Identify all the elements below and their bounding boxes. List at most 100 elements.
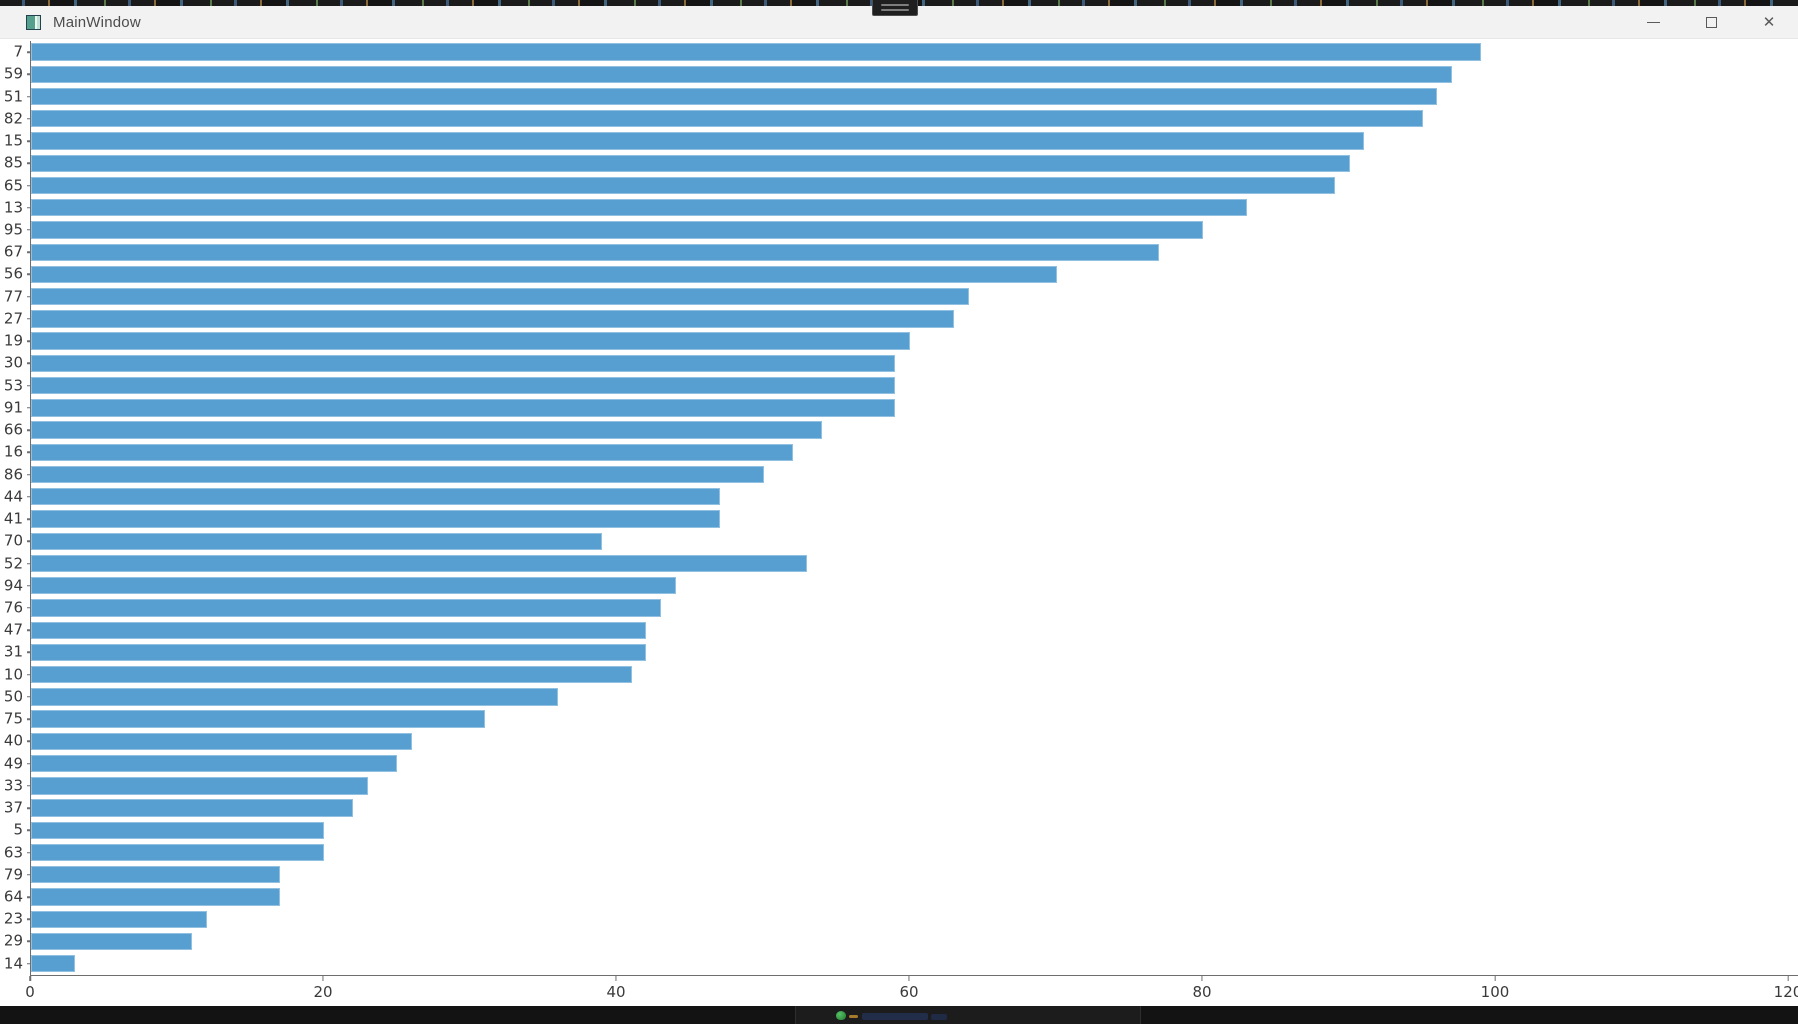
bottom-sliver-divider <box>795 1006 796 1024</box>
bar-row: 67 <box>4 241 1789 263</box>
y-tick-mark <box>26 718 31 720</box>
y-tick-mark <box>26 607 31 609</box>
y-tick-label: 15 <box>3 131 23 150</box>
bar <box>31 955 75 973</box>
bar-row: 10 <box>4 664 1789 686</box>
y-tick-label: 31 <box>3 642 23 661</box>
x-tick: 20 <box>313 976 333 1000</box>
bottom-sliver-segment <box>795 1006 1140 1024</box>
minimize-icon <box>1646 22 1660 23</box>
bar <box>31 43 1482 61</box>
maximize-button[interactable] <box>1682 6 1740 39</box>
y-tick-label: 50 <box>3 687 23 706</box>
maximize-icon <box>1705 17 1717 28</box>
bar <box>31 554 808 573</box>
bar <box>31 621 647 639</box>
y-tick-label: 75 <box>3 709 23 728</box>
bar <box>31 199 1247 217</box>
bar <box>31 843 324 862</box>
y-tick-label: 95 <box>3 220 23 239</box>
plot-area: 7 59 51 82 15 85 65 13 95 67 56 77 27 19 30 53 91 66 16 86 4… <box>4 41 1789 975</box>
drag-handle-line <box>881 4 909 6</box>
bar-row: 66 <box>4 419 1789 441</box>
y-tick-mark <box>26 829 31 832</box>
y-tick-label: 27 <box>3 309 23 328</box>
y-tick-label: 76 <box>3 598 23 617</box>
bar <box>31 643 647 662</box>
bar <box>31 421 823 439</box>
bar-row: 75 <box>4 708 1789 730</box>
x-tick-mark <box>1201 976 1203 981</box>
y-tick-mark <box>26 496 31 498</box>
x-tick-label: 120 <box>1773 982 1798 1001</box>
bar <box>31 154 1350 172</box>
x-tick-label: 100 <box>1480 982 1510 1001</box>
y-tick-label: 79 <box>3 865 23 884</box>
y-tick-label: 63 <box>3 843 23 862</box>
bar-row: 27 <box>4 308 1789 330</box>
y-tick-mark <box>26 429 31 431</box>
bar-rows: 7 59 51 82 15 85 65 13 95 67 56 77 27 19 30 53 91 66 16 86 4… <box>4 41 1789 975</box>
x-tick: 120 <box>1774 976 1798 1000</box>
close-button[interactable]: ✕ <box>1740 6 1798 39</box>
bar <box>31 399 896 417</box>
bar <box>31 376 896 395</box>
bar-row: 70 <box>4 530 1789 552</box>
y-tick-label: 23 <box>3 909 23 928</box>
x-tick: 60 <box>899 976 919 1000</box>
x-tick-mark <box>29 976 31 981</box>
x-tick-mark <box>1787 976 1789 981</box>
bar <box>31 599 661 617</box>
bar-row: 64 <box>4 886 1789 908</box>
y-tick-mark <box>26 184 31 187</box>
bar-row: 50 <box>4 686 1789 708</box>
y-tick-mark <box>26 540 31 543</box>
y-tick-mark <box>26 918 31 920</box>
bar <box>31 354 896 373</box>
y-tick-label: 19 <box>3 331 23 350</box>
y-tick-label: 33 <box>3 776 23 795</box>
bar <box>31 288 969 306</box>
y-tick-mark <box>26 562 31 565</box>
y-tick-mark <box>26 251 31 253</box>
bar-row: 40 <box>4 730 1789 752</box>
bar <box>31 688 559 706</box>
y-tick-mark <box>26 807 31 809</box>
bar-row: 30 <box>4 352 1789 374</box>
close-icon: ✕ <box>1762 13 1776 31</box>
y-tick-mark <box>26 95 31 98</box>
y-tick-mark <box>26 762 31 765</box>
x-tick: 0 <box>25 976 35 1000</box>
bar-row: 19 <box>4 330 1789 352</box>
y-tick-label: 52 <box>3 554 23 572</box>
bar-row: 37 <box>4 797 1789 819</box>
y-tick-label: 37 <box>3 798 23 817</box>
bar <box>31 221 1203 239</box>
x-tick: 40 <box>606 976 626 1001</box>
bar <box>31 910 207 928</box>
bar <box>31 577 676 595</box>
y-tick-label: 65 <box>3 176 23 195</box>
x-tick: 100 <box>1480 976 1510 1001</box>
y-tick-mark <box>26 473 31 476</box>
y-tick-label: 29 <box>3 931 23 950</box>
bar <box>31 465 764 484</box>
y-tick-mark <box>26 318 31 320</box>
y-tick-mark <box>26 362 31 365</box>
bar-row: 79 <box>4 864 1789 886</box>
bar-row: 56 <box>4 263 1789 285</box>
app-window-icon[interactable] <box>26 14 41 30</box>
x-tick-label: 80 <box>1192 982 1212 1001</box>
bar <box>31 932 193 951</box>
bar-row: 59 <box>4 63 1789 85</box>
bar-row: 13 <box>4 197 1789 219</box>
y-tick-mark <box>26 740 31 743</box>
y-tick-label: 49 <box>3 754 23 773</box>
x-tick-mark <box>615 976 617 981</box>
bar <box>31 532 603 550</box>
bar-row: 23 <box>4 908 1789 930</box>
toolbar-drag-handle[interactable] <box>872 0 918 16</box>
minimize-button[interactable] <box>1624 6 1682 39</box>
window-titlebar[interactable]: MainWindow ✕ <box>0 6 1798 39</box>
x-tick-label: 40 <box>606 982 626 1001</box>
